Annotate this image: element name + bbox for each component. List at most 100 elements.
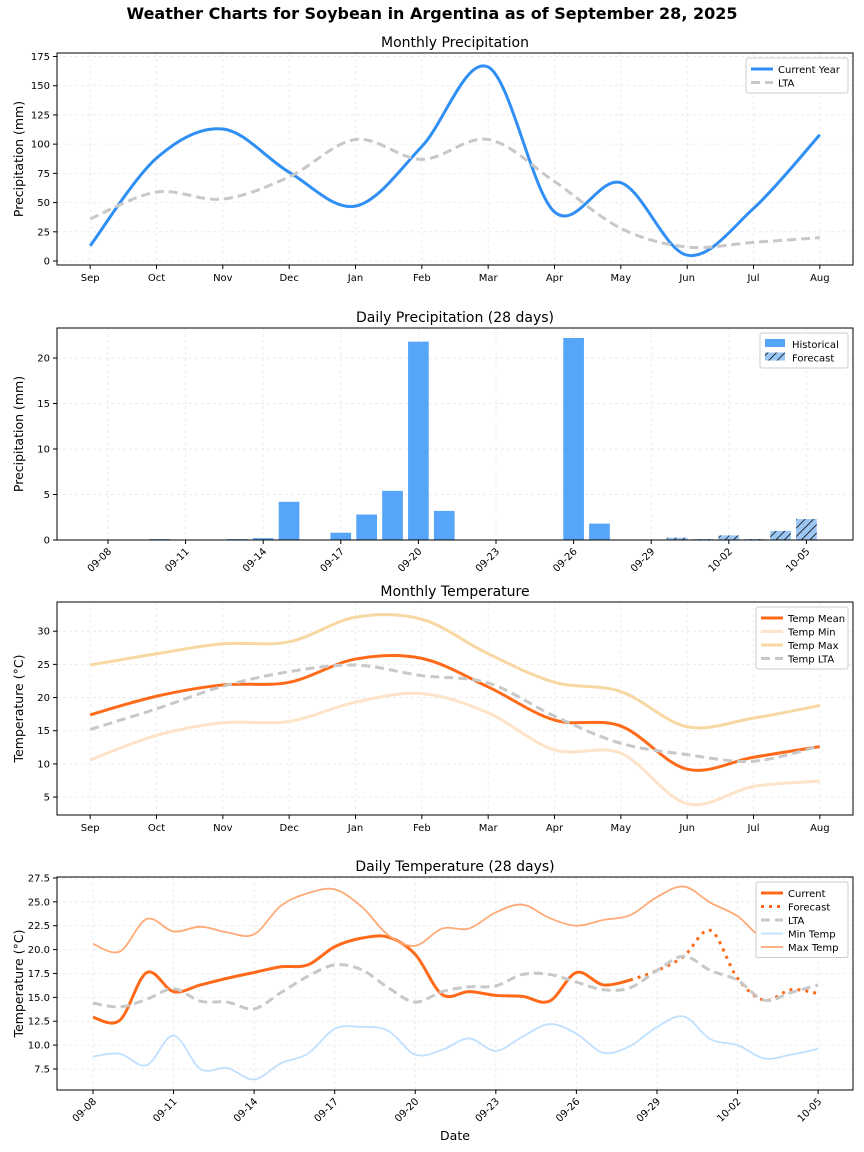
x-tick-label: Apr [546,823,564,834]
series-line-forecast [629,928,819,1002]
x-tick-label: Oct [148,273,165,284]
y-axis-label: Temperature (°C) [11,655,26,764]
x-tick-label: Sep [81,823,100,834]
y-tick-label: 0 [44,257,50,268]
plot-frame [56,876,854,1091]
bar-historical-09-14 [252,538,274,540]
legend: Current Year LTA [745,57,849,94]
series-line-temp-max [89,613,821,730]
chart-title: Monthly Precipitation [381,35,529,51]
y-tick-label: 15 [37,726,50,737]
legend-label: Historical [792,340,839,351]
y-tick-label: 0 [44,536,50,547]
x-tick-label: Mar [479,273,499,284]
legend-label: Temp Mean [787,614,845,625]
y-tick-label: 20.0 [28,945,50,956]
chart-panel-1: Monthly Precipitation Precipitation (mm) 0… [11,35,854,284]
x-tick-label: 09-14 [241,546,269,574]
legend-label: Current [788,889,826,900]
chart-title: Daily Precipitation (28 days) [356,310,554,326]
x-tick-label: Feb [413,273,431,284]
x-tick-label: 10-02 [707,546,735,574]
y-tick-label: 100 [31,140,50,151]
x-tick-label: 09-23 [474,546,502,574]
legend: Historical Forecast [759,332,849,369]
x-tick-label: Feb [413,823,431,834]
plot-frame [56,601,854,816]
x-tick-label: Sep [81,273,100,284]
bar-historical-09-18 [356,514,378,540]
x-tick-label: 09-11 [163,546,191,574]
bar-historical-09-27 [589,523,610,540]
chart-panel-4: Daily Temperature (28 days) Temperature (… [11,859,854,1143]
y-tick-label: 20 [37,354,50,365]
x-tick-label: 10-05 [784,546,812,574]
x-tick-label: Oct [148,823,165,834]
x-tick-label: Jun [678,273,695,284]
y-tick-label: 15.0 [28,993,50,1004]
x-tick-label: 09-20 [396,546,424,574]
y-tick-label: 12.5 [28,1017,50,1028]
x-tick-label: Jan [347,273,363,284]
y-tick-label: 5 [44,490,50,501]
y-tick-label: 125 [31,110,50,121]
x-tick-label: Nov [213,273,233,284]
x-tick-label: Mar [479,823,499,834]
x-tick-label: 09-17 [312,1096,340,1124]
y-tick-label: 27.5 [28,873,50,884]
legend-swatch [765,339,785,347]
y-axis-label: Precipitation (mm) [11,376,26,492]
y-tick-label: 10 [37,445,50,456]
y-tick-label: 5 [44,793,50,804]
series-line-current-year [88,64,821,257]
y-tick-label: 15 [37,399,50,410]
x-tick-label: 09-20 [393,1096,421,1124]
y-tick-label: 150 [31,81,50,92]
bar-historical-09-21 [433,510,455,540]
x-tick-label: Dec [279,273,298,284]
x-tick-label: 10-05 [796,1096,824,1124]
series-line-lta [89,137,820,250]
y-tick-label: 17.5 [28,969,50,980]
bar-forecast-10-05 [796,519,817,540]
x-tick-label: Jun [678,823,695,834]
bar-historical-09-17 [330,532,352,540]
x-tick-label: 09-29 [635,1096,663,1124]
x-tick-label: 09-14 [232,1096,260,1124]
figure-title: Weather Charts for Soybean in Argentina … [126,4,738,23]
legend-box [745,57,849,94]
x-tick-label: Aug [810,823,830,834]
y-tick-label: 20 [37,693,50,704]
x-tick-label: 09-08 [71,1096,99,1124]
x-tick-label: Dec [279,823,298,834]
series-line-max-temp [92,885,819,954]
legend-label: Temp Min [787,628,836,639]
y-tick-label: 10.0 [28,1041,50,1052]
y-tick-label: 30 [37,627,50,638]
x-tick-label: Jul [746,273,759,284]
chart-panel-2: Daily Precipitation (28 days) Precipitati… [11,310,854,575]
x-tick-label: 09-26 [551,546,579,574]
legend-swatch [765,352,785,361]
x-tick-label: Jan [347,823,363,834]
y-tick-label: 175 [31,52,50,63]
bar-historical-09-19 [382,490,403,540]
y-tick-label: 25 [37,227,50,238]
x-tick-label: 09-17 [319,546,347,574]
legend-label: Forecast [792,354,834,365]
series-line-temp-min [89,691,820,807]
series-line-lta [92,954,819,1011]
y-tick-label: 10 [37,759,50,770]
legend-label: LTA [778,79,795,90]
legend-label: Forecast [788,903,830,914]
y-tick-label: 25.0 [28,897,50,908]
y-tick-label: 75 [37,169,50,180]
legend-label: Max Temp [788,943,839,954]
bar-forecast-10-04 [770,530,791,540]
series-line-temp-lta [89,663,821,764]
chart-title: Monthly Temperature [380,584,529,600]
bar-historical-09-15 [278,501,300,540]
bar-forecast-10-02 [718,535,740,540]
